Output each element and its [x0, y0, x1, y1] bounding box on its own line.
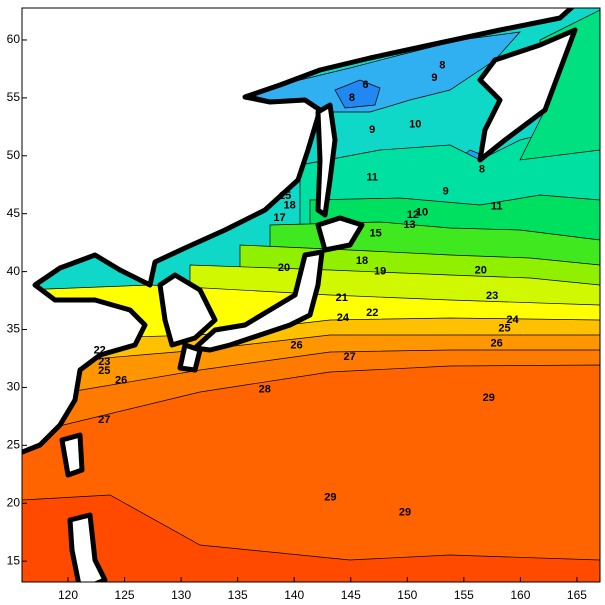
contour-label: 26: [491, 337, 503, 349]
contour-label: 11: [366, 172, 378, 184]
contour-label: 26: [290, 340, 302, 352]
y-tick-label: 60: [7, 32, 21, 46]
contour-label: 18: [356, 255, 368, 267]
contour-label: 28: [259, 384, 271, 396]
y-tick-label: 50: [7, 148, 21, 162]
x-tick-label: 155: [454, 588, 474, 602]
contour-label: 17: [273, 212, 285, 224]
contour-label: 21: [336, 292, 348, 304]
y-tick-label: 45: [7, 206, 21, 220]
y-tick-label: 55: [7, 90, 21, 104]
contour-label: 15: [370, 227, 382, 239]
taiwan: [59, 432, 85, 478]
contour-label: 18: [284, 199, 296, 211]
x-tick-label: 145: [341, 588, 361, 602]
contour-label: 6: [362, 79, 368, 91]
contour-label: 8: [439, 59, 445, 71]
contour-label: 11: [491, 201, 503, 213]
honshu: [192, 249, 325, 353]
x-tick-label: 140: [284, 588, 304, 602]
kamchatka: [477, 27, 578, 163]
x-tick-label: 160: [510, 588, 530, 602]
asia-land: [22, 8, 575, 455]
x-tick-label: 120: [58, 588, 78, 602]
luzon: [67, 512, 108, 582]
x-tick-label: 165: [567, 588, 587, 602]
contour-label: 10: [409, 118, 421, 130]
contour-label: 19: [374, 266, 386, 278]
contour-label: 26: [115, 374, 127, 386]
x-tick-label: 130: [171, 588, 191, 602]
contour-label: 27: [98, 414, 110, 426]
y-tick-label: 15: [7, 553, 21, 567]
contour-label: 20: [475, 264, 487, 276]
plot-frame: [21, 7, 601, 583]
y-tick-label: 30: [7, 380, 21, 394]
contour-label: 23: [98, 356, 110, 368]
contour-label: 13: [403, 219, 415, 231]
contour-label: 15: [279, 190, 291, 202]
x-tick-label: 150: [397, 588, 417, 602]
band-29: [22, 494, 600, 582]
contour-label: 25: [98, 365, 110, 377]
contour-label: 29: [399, 506, 411, 518]
y-tick-label: 35: [7, 322, 21, 336]
contour-label: 8: [349, 92, 355, 104]
x-tick-label: 125: [115, 588, 135, 602]
contour-label: 20: [278, 262, 290, 274]
contour-label: 8: [479, 164, 485, 176]
contour-label: 10: [416, 206, 428, 218]
contour-label: 9: [431, 72, 437, 84]
contour-label: 22: [94, 344, 106, 356]
contour-label: 29: [324, 491, 336, 503]
contour-label: 24: [506, 314, 519, 326]
contour-label: 29: [483, 392, 495, 404]
y-tick-label: 25: [7, 438, 21, 452]
okhotsk-coldest: [334, 79, 381, 109]
contour-label: 12: [407, 209, 419, 221]
contour-label: 25: [498, 322, 510, 334]
contour-label: 22: [366, 307, 378, 319]
x-tick-label: 135: [228, 588, 248, 602]
hokkaido: [315, 215, 365, 253]
contour-label: 23: [486, 290, 498, 302]
y-tick-label: 40: [7, 264, 21, 278]
contour-label: 27: [343, 351, 355, 363]
contour-label: 9: [443, 186, 449, 198]
contour-label: 24: [337, 312, 350, 324]
korea: [157, 272, 218, 348]
sakhalin: [315, 102, 338, 218]
contour-label: 9: [369, 124, 375, 136]
temperature-field: [22, 8, 600, 582]
kyushu: [177, 342, 203, 373]
y-tick-label: 20: [7, 495, 21, 509]
